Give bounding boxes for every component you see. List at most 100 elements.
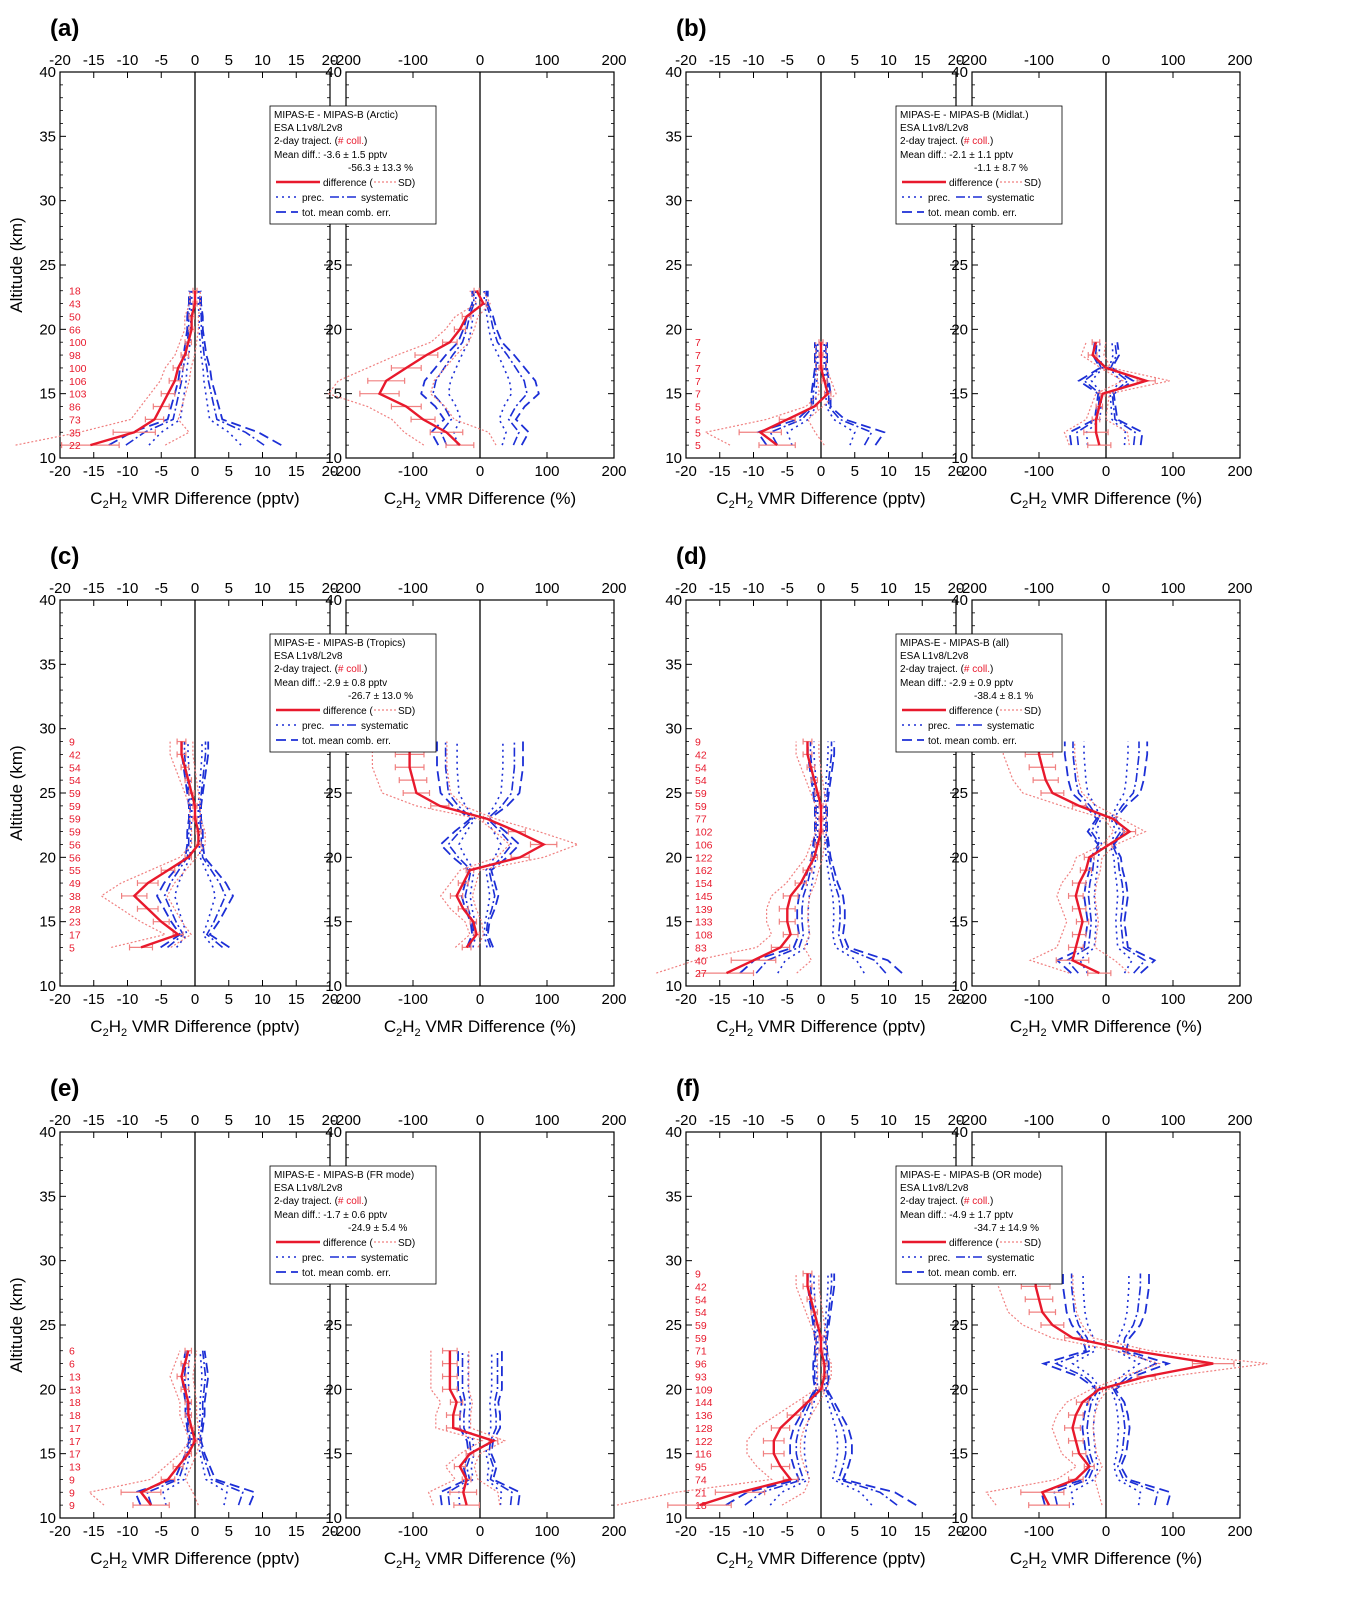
x-tick-label-pptv: 5 bbox=[225, 1523, 233, 1540]
legend-mean-pct: -26.7 ± 13.0 % bbox=[348, 691, 413, 702]
legend-box bbox=[269, 633, 437, 753]
y-tick-label-pptv: 35 bbox=[39, 1188, 56, 1205]
legend-box bbox=[895, 105, 1063, 225]
x-tick-label-pptv: 5 bbox=[851, 1523, 859, 1540]
x-tick-top-label-pptv: -20 bbox=[49, 1112, 71, 1129]
x-tick-label-pptv: -5 bbox=[155, 991, 168, 1008]
x-tick-top-label-pptv: 15 bbox=[288, 52, 305, 69]
collocation-count: 54 bbox=[695, 762, 707, 774]
x-tick-label-pct: 200 bbox=[601, 991, 626, 1008]
collocation-count: 56 bbox=[69, 852, 81, 864]
collocation-count: 28 bbox=[69, 904, 81, 916]
x-axis-label-pct: C2H2 VMR Difference (%) bbox=[1010, 1017, 1202, 1039]
legend-mean-pptv: Mean diff.: -2.9 ± 0.9 pptv bbox=[900, 678, 1013, 689]
collocation-count: 54 bbox=[69, 762, 81, 774]
collocation-count: 7 bbox=[695, 350, 701, 362]
x-tick-top-label-pptv: -10 bbox=[117, 1112, 139, 1129]
x-tick-top-label-pct: 200 bbox=[601, 52, 626, 69]
x-tick-top-label-pptv: 0 bbox=[191, 52, 199, 69]
legend-prec-label: prec. bbox=[302, 721, 324, 732]
x-tick-top-label-pptv: 5 bbox=[851, 1112, 859, 1129]
x-tick-top-label-pct: 0 bbox=[1102, 1112, 1110, 1129]
y-tick-label-pptv: 15 bbox=[39, 386, 56, 403]
precision-line bbox=[483, 290, 513, 446]
x-tick-label-pptv: -20 bbox=[675, 463, 697, 480]
collocation-count: 59 bbox=[695, 801, 707, 813]
total-error-line bbox=[108, 290, 190, 446]
y-tick-label-pct: 20 bbox=[325, 849, 342, 866]
x-tick-label-pptv: -10 bbox=[117, 1523, 139, 1540]
x-tick-top-label-pptv: -10 bbox=[117, 580, 139, 597]
x-tick-label-pptv: 20 bbox=[322, 463, 339, 480]
systematic-line bbox=[1076, 342, 1103, 446]
x-tick-top-label-pct: 200 bbox=[1227, 52, 1252, 69]
systematic-line bbox=[825, 1273, 898, 1506]
y-tick-label-pct: 20 bbox=[951, 849, 968, 866]
total-error-line bbox=[436, 741, 474, 948]
legend-total-label: tot. mean comb. err. bbox=[302, 208, 391, 219]
panel-c: (c) Altitude (km) -20 -20 -15 -15 -10 -10 -5 -5 0 0… bbox=[7, 543, 627, 1039]
x-tick-label-pptv: 15 bbox=[914, 991, 931, 1008]
x-tick-top-label-pptv: 20 bbox=[322, 52, 339, 69]
x-tick-label-pptv: -20 bbox=[49, 463, 71, 480]
x-tick-top-label-pptv: 15 bbox=[288, 1112, 305, 1129]
collocation-count: 59 bbox=[695, 788, 707, 800]
y-tick-label-pct: 10 bbox=[951, 978, 968, 995]
y-tick-label-pptv: 30 bbox=[665, 1253, 682, 1270]
x-tick-label-pptv: 0 bbox=[191, 991, 199, 1008]
y-tick-label-pptv: 35 bbox=[665, 1188, 682, 1205]
x-tick-label-pptv: 15 bbox=[914, 1523, 931, 1540]
sd-line bbox=[1103, 342, 1170, 446]
x-tick-top-label-pptv: -15 bbox=[709, 1112, 731, 1129]
total-error-line bbox=[200, 1350, 256, 1506]
panel-f: (f) -20 -20 -15 -15 -10 -10 -5 -5 0 0 5 5 10 10 15 15 20 2… bbox=[616, 1075, 1268, 1571]
sd-line bbox=[1072, 1273, 1268, 1506]
x-tick-label-pptv: 15 bbox=[288, 1523, 305, 1540]
x-tick-label-pptv: -10 bbox=[743, 463, 765, 480]
systematic-line bbox=[1111, 741, 1147, 974]
collocation-count: 9 bbox=[69, 737, 75, 749]
collocation-count: 55 bbox=[69, 865, 81, 877]
x-tick-label-pct: 0 bbox=[1102, 1523, 1110, 1540]
y-tick-label-pptv: 40 bbox=[665, 1124, 682, 1141]
x-tick-label-pct: 0 bbox=[476, 463, 484, 480]
collocation-count: 128 bbox=[695, 1423, 713, 1435]
x-tick-top-label-pptv: -10 bbox=[117, 52, 139, 69]
x-tick-top-label-pptv: 5 bbox=[851, 52, 859, 69]
x-tick-label-pptv: -20 bbox=[49, 1523, 71, 1540]
y-tick-label-pct: 40 bbox=[951, 1124, 968, 1141]
x-tick-top-label-pct: -200 bbox=[957, 52, 987, 69]
collocation-count: 38 bbox=[69, 891, 81, 903]
difference-line bbox=[758, 342, 830, 447]
legend-mean-pptv: Mean diff.: -2.1 ± 1.1 pptv bbox=[900, 150, 1013, 161]
x-tick-label-pct: -200 bbox=[957, 1523, 987, 1540]
systematic-line bbox=[488, 1350, 513, 1506]
difference-line bbox=[448, 1350, 497, 1506]
x-tick-top-label-pptv: 20 bbox=[948, 1112, 965, 1129]
x-tick-label-pptv: -20 bbox=[49, 991, 71, 1008]
sd-line bbox=[985, 1273, 1162, 1506]
legend-trajectory: 2-day traject. (# coll.) bbox=[900, 1196, 993, 1207]
x-tick-top-label-pptv: -10 bbox=[743, 52, 765, 69]
collocation-count: 133 bbox=[695, 917, 713, 929]
collocation-count: 18 bbox=[69, 1410, 81, 1422]
x-tick-label-pptv: 20 bbox=[948, 1523, 965, 1540]
sd-line bbox=[807, 342, 837, 446]
collocation-count: 9 bbox=[695, 1269, 701, 1281]
collocation-count: 13 bbox=[69, 1462, 81, 1474]
collocation-count: 42 bbox=[695, 749, 707, 761]
y-tick-label-pptv: 25 bbox=[39, 785, 56, 802]
collocation-count: 13 bbox=[69, 1371, 81, 1383]
y-tick-label-pct: 40 bbox=[951, 592, 968, 609]
sd-line bbox=[327, 290, 478, 446]
legend-version: ESA L1v8/L2v8 bbox=[900, 1183, 969, 1194]
total-error-line bbox=[486, 290, 540, 446]
x-tick-label-pct: 0 bbox=[476, 1523, 484, 1540]
legend-version: ESA L1v8/L2v8 bbox=[900, 651, 969, 662]
y-tick-label-pct: 40 bbox=[325, 64, 342, 81]
total-error-line bbox=[826, 741, 903, 974]
y-tick-label-pct: 25 bbox=[951, 785, 968, 802]
panel-label: (b) bbox=[676, 15, 707, 42]
x-tick-top-label-pptv: -15 bbox=[709, 580, 731, 597]
